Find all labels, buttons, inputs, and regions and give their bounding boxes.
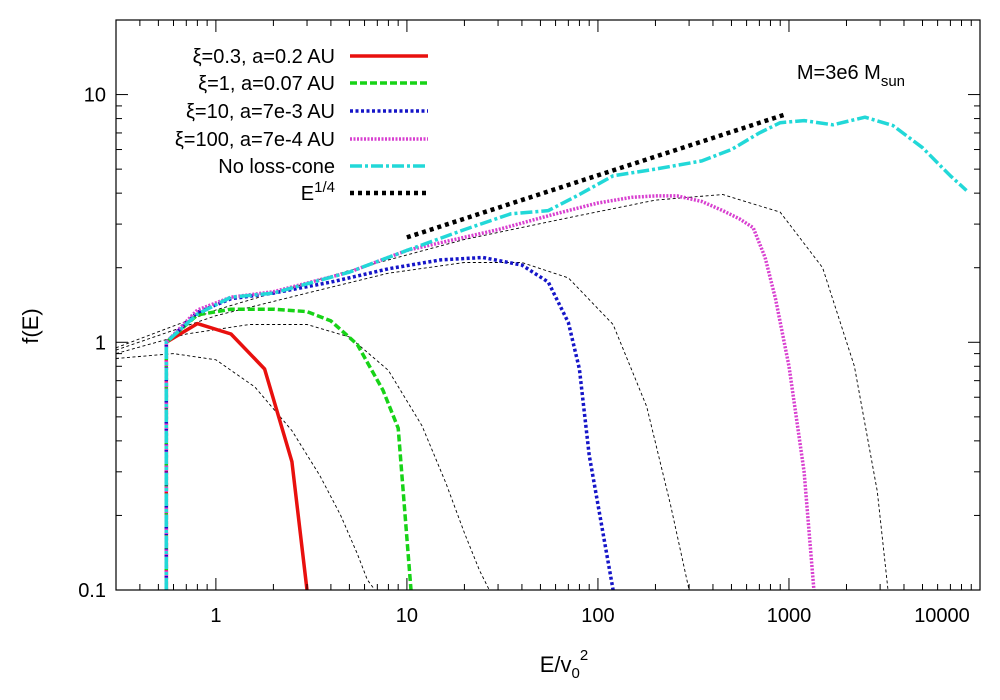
- y-tick-label: 1: [95, 332, 106, 354]
- series-lines: [164, 112, 968, 591]
- x-tick-label: 10000: [914, 605, 970, 627]
- series-line-4: [164, 194, 816, 591]
- y-tick-label: 10: [84, 85, 106, 107]
- x-tick-label: 10: [396, 605, 418, 627]
- y-axis-label: f(E): [18, 308, 43, 343]
- x-axis-label-main: E/v: [540, 652, 572, 677]
- x-tick-label: 1: [210, 605, 221, 627]
- x-axis-label-sup: 2: [580, 647, 588, 664]
- x-tick-label: 100: [581, 605, 614, 627]
- legend-label: E1/4: [301, 179, 335, 205]
- reference-curve-1: [115, 353, 376, 591]
- reference-curve-2: [115, 324, 490, 591]
- legend-label: ξ=1, a=0.07 AU: [198, 73, 335, 95]
- series-line-6: [406, 112, 786, 240]
- legend: ξ=0.3, a=0.2 AU ξ=1, a=0.07 AU ξ=10, a=7e-…: [175, 46, 428, 205]
- x-tick-label: 1000: [767, 605, 812, 627]
- legend-label: ξ=10, a=7e-3 AU: [186, 101, 335, 123]
- mass-annotation-sub: sun: [881, 73, 905, 90]
- axis-ticks: 1 10 100 1000 10000 0.1 1 10: [78, 19, 981, 627]
- legend-label: ξ=0.3, a=0.2 AU: [193, 46, 335, 68]
- y-tick-label: 0.1: [78, 580, 106, 602]
- legend-label: No loss-cone: [218, 156, 335, 178]
- legend-label: ξ=100, a=7e-4 AU: [175, 129, 335, 151]
- x-axis-label: E/v02: [540, 647, 588, 682]
- plot-frame: [115, 19, 981, 591]
- mass-annotation: M=3e6 Msun: [797, 62, 905, 90]
- series-line-5: [164, 115, 968, 590]
- x-axis-label-sub: 0: [572, 665, 580, 682]
- mass-annotation-main: M=3e6 M: [797, 62, 881, 84]
